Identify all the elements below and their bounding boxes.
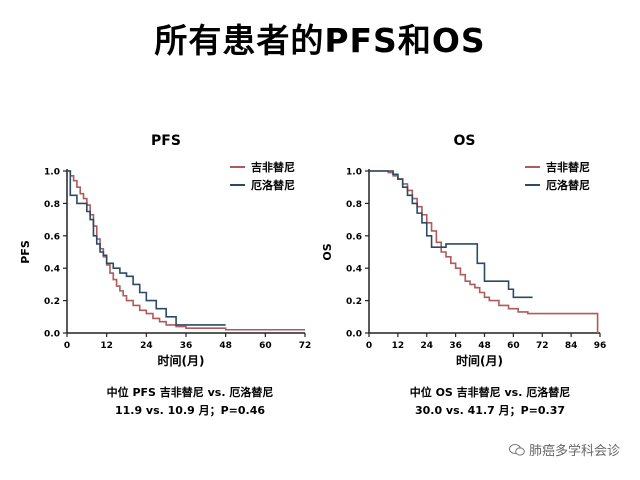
legend-label: 厄洛替尼	[546, 178, 590, 192]
y-axis-label: OS	[321, 243, 334, 260]
x-tick-label: 72	[299, 341, 312, 351]
x-tick-label: 36	[180, 341, 193, 351]
y-tick-label: 0.2	[44, 297, 60, 307]
x-tick-label: 48	[478, 341, 491, 351]
km-curve-gefitinib	[67, 170, 305, 331]
y-tick-label: 0.8	[44, 200, 60, 210]
pfs-caption-line2: 11.9 vs. 10.9 月；P=0.46	[114, 404, 266, 417]
x-tick-label: 60	[507, 341, 520, 351]
x-tick-label: 60	[259, 341, 272, 351]
x-tick-label: 48	[219, 341, 232, 351]
km-curve-erlotinib	[369, 170, 533, 299]
pfs-caption-line1: 中位 PFS 吉非替尼 vs. 厄洛替尼	[106, 386, 274, 399]
x-axis-label: 时间(月)	[456, 353, 503, 368]
y-tick-label: 0.8	[346, 200, 362, 210]
y-tick-label: 1.0	[44, 168, 60, 178]
pfs-median-caption: 中位 PFS 吉非替尼 vs. 厄洛替尼 11.9 vs. 10.9 月；P=0…	[45, 384, 335, 420]
y-tick-label: 1.0	[346, 168, 362, 178]
y-tick-label: 0.6	[44, 232, 60, 242]
y-tick-label: 0.2	[346, 297, 362, 307]
y-axis-label: PFS	[19, 240, 32, 264]
pfs-chart: PFS 0.0 0.2 0.4 0.6 0.8 1.0 0 12 24 36 48 60 72 时间(月) P…	[19, 133, 312, 368]
x-tick-label: 96	[594, 341, 607, 351]
km-curve-erlotinib	[67, 170, 226, 326]
legend-label: 厄洛替尼	[251, 178, 295, 192]
x-tick-label: 24	[140, 341, 153, 351]
x-tick-label: 72	[536, 341, 549, 351]
wechat-icon	[508, 443, 525, 456]
x-tick-label: 12	[392, 341, 405, 351]
x-tick-label: 0	[64, 341, 70, 351]
x-tick-label: 0	[366, 341, 372, 351]
slide-title: 所有患者的PFS和OS	[154, 21, 486, 60]
x-tick-label: 36	[449, 341, 462, 351]
km-curve-gefitinib	[369, 170, 599, 333]
os-chart: OS 0.0 0.2 0.4 0.6 0.8 1.0 0 12 24 36 48 60 72 84 96 时间(…	[321, 133, 607, 368]
os-caption-line1: 中位 OS 吉非替尼 vs. 厄洛替尼	[409, 386, 571, 399]
os-median-caption: 中位 OS 吉非替尼 vs. 厄洛替尼 30.0 vs. 41.7 月；P=0.…	[355, 384, 625, 420]
y-tick-label: 0.0	[44, 330, 60, 340]
y-tick-label: 0.4	[44, 265, 60, 275]
chart-title: PFS	[151, 133, 181, 149]
watermark: 肺癌多学科会诊	[508, 440, 620, 459]
y-tick-label: 0.4	[346, 265, 362, 275]
x-axis-label: 时间(月)	[158, 353, 205, 368]
x-tick-label: 84	[565, 341, 578, 351]
y-tick-label: 0.6	[346, 232, 362, 242]
x-tick-label: 24	[420, 341, 433, 351]
legend-label: 吉非替尼	[546, 160, 590, 174]
y-tick-label: 0.0	[346, 330, 362, 340]
chart-title: OS	[454, 133, 476, 149]
x-tick-label: 12	[100, 341, 113, 351]
os-caption-line2: 30.0 vs. 41.7 月；P=0.37	[414, 404, 566, 417]
watermark-text: 肺癌多学科会诊	[528, 444, 620, 459]
legend-label: 吉非替尼	[251, 160, 295, 174]
